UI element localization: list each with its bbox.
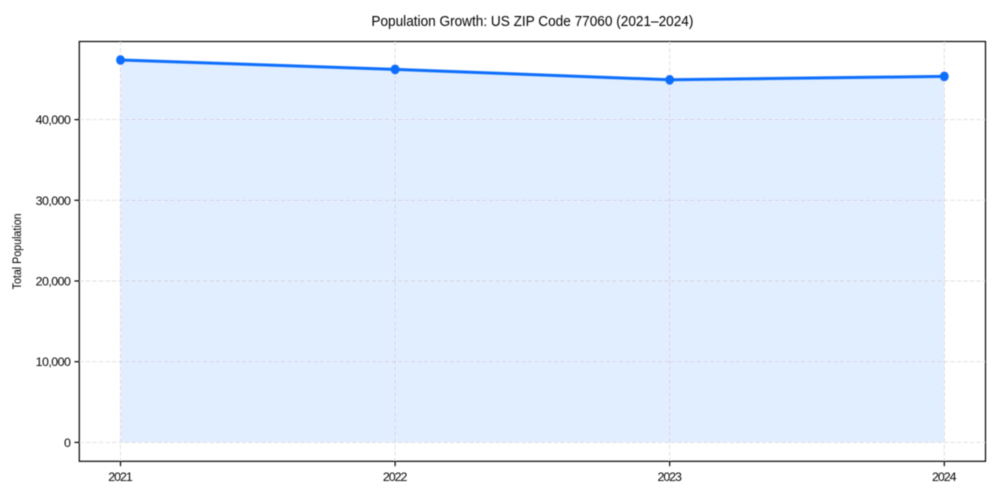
svg-text:30,000: 30,000 bbox=[36, 194, 71, 208]
svg-text:20,000: 20,000 bbox=[36, 275, 71, 289]
svg-text:2022: 2022 bbox=[383, 470, 408, 484]
svg-text:Total Population: Total Population bbox=[12, 213, 24, 289]
svg-text:2024: 2024 bbox=[932, 470, 957, 484]
svg-text:2023: 2023 bbox=[657, 470, 682, 484]
svg-text:10,000: 10,000 bbox=[36, 355, 71, 369]
svg-text:40,000: 40,000 bbox=[36, 113, 71, 127]
svg-text:Population Growth: US ZIP Code: Population Growth: US ZIP Code 77060 (20… bbox=[371, 13, 693, 30]
svg-text:0: 0 bbox=[64, 436, 71, 450]
svg-text:2021: 2021 bbox=[108, 470, 133, 484]
